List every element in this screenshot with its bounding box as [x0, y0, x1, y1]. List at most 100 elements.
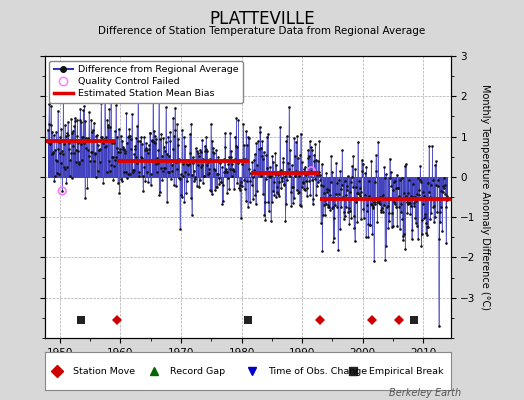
Point — [189, 159, 197, 166]
Point — [215, 175, 223, 182]
Point — [46, 140, 54, 146]
Point — [356, 216, 365, 222]
Point — [50, 178, 58, 185]
Point — [422, 220, 431, 227]
Point — [152, 169, 161, 175]
Point — [85, 152, 94, 159]
Point — [168, 168, 177, 174]
Point — [202, 134, 210, 140]
Point — [420, 193, 429, 200]
Point — [309, 200, 317, 207]
Point — [179, 173, 187, 179]
Point — [331, 196, 340, 202]
Point — [70, 122, 79, 129]
Point — [390, 201, 399, 208]
Point — [62, 179, 70, 186]
Point — [55, 170, 63, 177]
Point — [431, 214, 440, 220]
Point — [208, 191, 216, 197]
Point — [149, 65, 157, 71]
Point — [356, 192, 364, 199]
Point — [227, 148, 236, 154]
Point — [346, 189, 354, 195]
Point — [224, 175, 232, 182]
Point — [142, 140, 150, 146]
Point — [304, 178, 313, 184]
Point — [192, 182, 201, 189]
Point — [392, 204, 400, 210]
Point — [264, 131, 272, 137]
Point — [291, 172, 299, 179]
Point — [110, 163, 118, 169]
Point — [435, 236, 443, 242]
Point — [407, 193, 416, 200]
Point — [95, 147, 103, 154]
Point — [425, 194, 434, 201]
Point — [263, 134, 271, 140]
Point — [97, 137, 106, 144]
Point — [75, 161, 84, 167]
Point — [302, 178, 310, 184]
Point — [168, 162, 176, 168]
Point — [331, 202, 339, 208]
Point — [63, 118, 72, 125]
Point — [383, 243, 391, 250]
Point — [237, 179, 245, 185]
Point — [48, 128, 56, 135]
Point — [148, 138, 157, 144]
Point — [292, 187, 301, 194]
Point — [423, 231, 431, 238]
Point — [387, 182, 395, 189]
Point — [119, 145, 128, 152]
Point — [167, 158, 176, 164]
Point — [82, 135, 90, 141]
Point — [73, 133, 81, 139]
Point — [203, 171, 212, 177]
Point — [397, 175, 406, 182]
Point — [105, 168, 114, 174]
Point — [52, 158, 61, 164]
Point — [312, 156, 321, 163]
Point — [246, 177, 254, 184]
Point — [403, 190, 412, 196]
Point — [267, 218, 275, 224]
Point — [335, 177, 343, 184]
Point — [211, 187, 219, 193]
Point — [236, 215, 245, 222]
Point — [245, 135, 253, 142]
Point — [330, 215, 338, 222]
Point — [77, 119, 85, 125]
Point — [69, 143, 78, 149]
Point — [116, 149, 124, 155]
Point — [208, 137, 216, 144]
Point — [254, 138, 262, 144]
Point — [343, 173, 352, 179]
Point — [352, 198, 361, 205]
Point — [149, 139, 158, 145]
Point — [248, 159, 256, 165]
Point — [217, 164, 226, 170]
Point — [439, 183, 447, 190]
Point — [293, 155, 302, 161]
Point — [88, 129, 96, 136]
Point — [280, 181, 288, 188]
Point — [79, 107, 88, 113]
Point — [271, 150, 280, 156]
Point — [241, 156, 249, 163]
Point — [254, 170, 263, 176]
Point — [274, 191, 282, 198]
Point — [104, 122, 112, 128]
Point — [78, 134, 86, 140]
Point — [170, 133, 179, 139]
Point — [376, 194, 384, 200]
Point — [75, 159, 83, 166]
Point — [283, 133, 291, 140]
Point — [325, 187, 334, 194]
Point — [180, 199, 189, 205]
Point — [417, 179, 425, 185]
Point — [171, 104, 179, 111]
Point — [326, 207, 334, 213]
Point — [47, 102, 55, 109]
Point — [203, 148, 211, 154]
Point — [328, 169, 336, 176]
